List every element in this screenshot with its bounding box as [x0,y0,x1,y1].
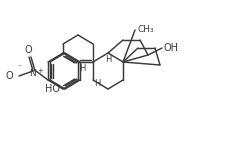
Text: H: H [94,79,100,88]
Text: HO: HO [45,84,60,94]
Text: H: H [79,64,85,73]
Text: CH₃: CH₃ [137,25,154,34]
Text: N: N [30,68,36,78]
Text: ⁻: ⁻ [17,62,21,71]
Text: H: H [105,55,111,64]
Text: O: O [24,45,32,55]
Text: OH: OH [163,43,178,53]
Text: O: O [5,71,13,81]
Text: +: + [37,68,43,74]
